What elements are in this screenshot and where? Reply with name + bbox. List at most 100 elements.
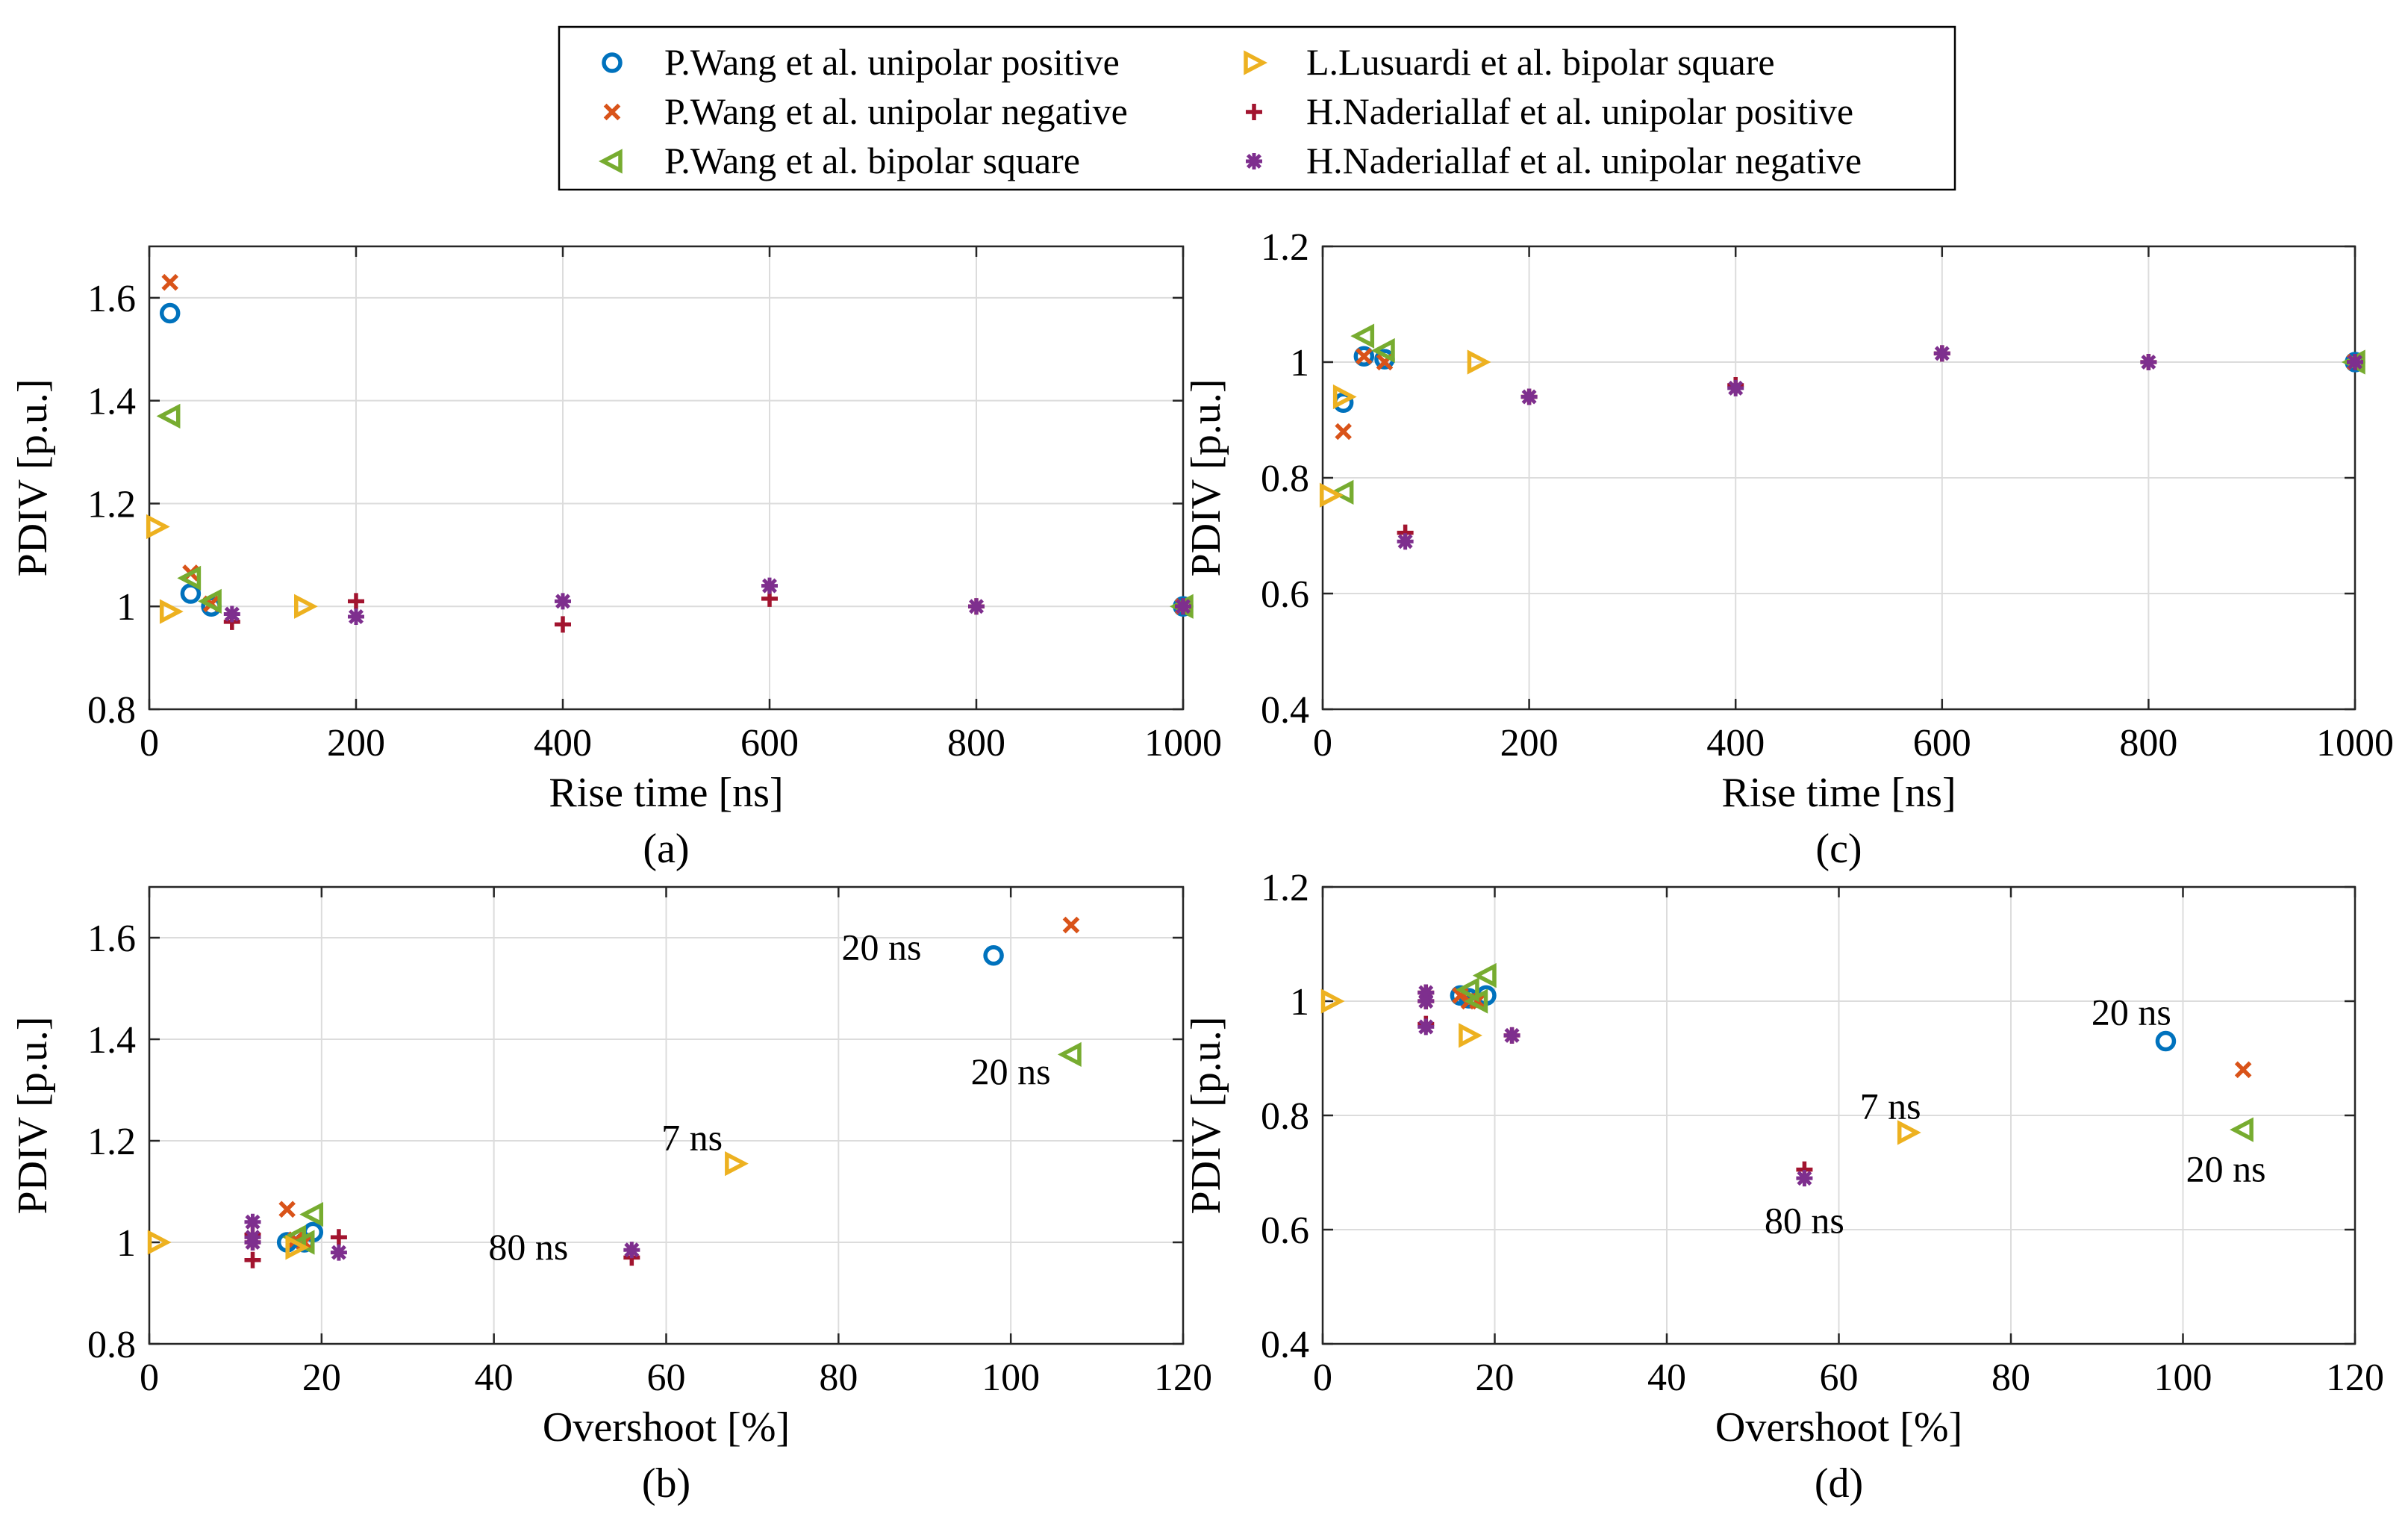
point-nad_pos-2	[244, 1251, 261, 1268]
point-wang_bip-1	[299, 1201, 324, 1227]
x-tick-label-3: 60	[647, 1357, 686, 1399]
panel-label: (c)	[1815, 826, 1862, 872]
point-wang_neg-0	[161, 273, 178, 291]
y-axis-label: PDIV [p.u.]	[1183, 379, 1229, 577]
y-tick-label-3: 1	[1290, 981, 1309, 1024]
x-tick-label-4: 80	[819, 1357, 858, 1399]
legend-item-nad_neg: H.Naderiallaf et al. unipolar negative	[1246, 140, 1862, 181]
point-wang_pos-1	[180, 583, 202, 604]
y-tick-label-4: 1.2	[1261, 226, 1309, 269]
x-tick-label-3: 60	[1820, 1357, 1859, 1399]
point-wang_bip-1	[1350, 323, 1375, 349]
point-lus_bip-1	[1459, 1023, 1482, 1048]
annotation-1: 20 ns	[971, 1050, 1051, 1092]
point-nad_neg-3	[761, 577, 778, 594]
point-wang_pos-0	[159, 302, 181, 324]
point-nad_neg-4	[1417, 993, 1435, 1009]
legend-marker-wang_pos	[602, 52, 623, 73]
gridlines	[1323, 246, 2355, 709]
series-lus_bip	[1319, 349, 1491, 508]
panel-label: (d)	[1815, 1460, 1863, 1507]
x-tick-label-1: 200	[1500, 722, 1559, 765]
x-tick-label-5: 1000	[1144, 722, 1222, 765]
annotation-0: 20 ns	[2092, 991, 2171, 1033]
legend-marker-wang_neg	[603, 103, 621, 121]
point-wang_neg-1	[1356, 347, 1373, 365]
legend-label-wang_bip: P.Wang et al. bipolar square	[664, 140, 1080, 181]
legend-marker-nad_neg	[1246, 153, 1262, 169]
point-wang_bip-0	[156, 403, 181, 429]
annotation-2: 7 ns	[1860, 1086, 1921, 1127]
x-tick-label-6: 120	[2326, 1357, 2384, 1399]
y-tick-label-2: 1.2	[87, 483, 136, 526]
legend-item-wang_bip: P.Wang et al. bipolar square	[598, 140, 1080, 181]
plot-area	[149, 246, 1183, 709]
point-nad_neg-2	[555, 593, 571, 610]
legend-item-lus_bip: L.Lusuardi et al. bipolar square	[1244, 41, 1775, 83]
point-lus_bip-0	[725, 1150, 749, 1177]
x-tick-label-5: 1000	[2316, 722, 2394, 765]
point-nad_neg-4	[2140, 354, 2157, 370]
y-tick-label-1: 0.6	[1261, 573, 1309, 616]
point-nad_neg-1	[1520, 388, 1538, 405]
y-tick-label-0: 0.4	[1261, 1324, 1309, 1366]
x-tick-label-2: 400	[534, 722, 592, 765]
point-nad_neg-0	[623, 1242, 640, 1259]
point-wang_bip-1	[1472, 962, 1497, 988]
point-nad_neg-4	[244, 1234, 261, 1251]
x-tick-label-1: 200	[327, 722, 385, 765]
panel-label: (b)	[642, 1460, 690, 1507]
point-nad_neg-5	[2347, 354, 2363, 370]
x-tick-label-6: 120	[1154, 1357, 1212, 1399]
annotation-3: 80 ns	[1765, 1200, 1844, 1242]
x-tick-label-2: 400	[1706, 722, 1765, 765]
x-tick-label-3: 600	[740, 722, 799, 765]
point-wang_bip-1	[177, 565, 202, 591]
point-wang_neg-0	[1335, 423, 1352, 440]
point-wang_bip-0	[2230, 1117, 2253, 1142]
point-wang_bip-2	[1455, 977, 1479, 1003]
point-wang_pos-1	[1353, 346, 1375, 367]
y-tick-label-1: 1	[116, 586, 136, 629]
x-tick-label-0: 0	[140, 722, 159, 765]
point-lus_bip-1	[1332, 384, 1357, 410]
point-nad_neg-1	[348, 608, 364, 625]
legend-label-wang_neg: P.Wang et al. unipolar negative	[664, 90, 1128, 132]
series-nad_neg	[244, 1213, 640, 1261]
legend-marker-nad_pos	[1246, 104, 1262, 120]
axes-frame	[1321, 245, 2356, 711]
point-wang_bip-0	[1329, 479, 1354, 505]
axis-ticks: 0 20 40 60 80 100 120 0.8 1 1.2 1.4 1.6	[87, 887, 1212, 1399]
point-wang_pos-0	[2155, 1030, 2177, 1052]
x-tick-label-0: 0	[140, 1357, 159, 1399]
y-tick-label-4: 1.6	[87, 918, 136, 960]
y-tick-label-0: 0.8	[87, 689, 136, 732]
chart-panel-b: 0 20 40 60 80 100 120 0.8 1 1.2 1.4 1.6 Overshoot [%…	[10, 885, 1212, 1507]
chart-panel-d: 0 20 40 60 80 100 120 0.4 0.6 0.8 1 1.2 Overshoot [%…	[1183, 867, 2384, 1507]
legend-marker-wang_bip	[598, 149, 623, 174]
legend: P.Wang et al. unipolar positive P.Wang et…	[558, 25, 1956, 191]
point-wang_bip-2	[1370, 337, 1395, 364]
y-tick-label-3: 1.4	[87, 381, 136, 423]
x-tick-label-0: 0	[1313, 722, 1332, 765]
axis-ticks: 0 20 40 60 80 100 120 0.4 0.6 0.8 1 1.2	[1261, 867, 2384, 1399]
x-tick-label-4: 80	[1991, 1357, 2030, 1399]
x-axis-label: Overshoot [%]	[543, 1404, 790, 1451]
point-nad_neg-5	[1175, 598, 1191, 615]
point-wang_neg-0	[2234, 1061, 2252, 1079]
legend-label-nad_pos: H.Naderiallaf et al. unipolar positive	[1306, 90, 1853, 132]
x-tick-label-4: 800	[2119, 722, 2177, 765]
y-tick-label-3: 1.4	[87, 1019, 136, 1062]
annotation-0: 20 ns	[842, 927, 922, 968]
chart-panel-c: 0 200 400 600 800 1000 0.4 0.6 0.8 1 1.2 Rise time …	[1183, 226, 2394, 872]
axes-frame	[148, 885, 1185, 1345]
x-tick-label-1: 20	[1476, 1357, 1515, 1399]
series-lus_bip	[147, 1150, 749, 1260]
panel-label: (a)	[643, 826, 689, 872]
point-nad_neg-0	[1796, 1170, 1813, 1187]
point-wang_bip-3	[1464, 988, 1488, 1014]
point-wang_bip-0	[1057, 1041, 1082, 1068]
x-tick-label-3: 600	[1913, 722, 1971, 765]
x-tick-label-5: 100	[982, 1357, 1040, 1399]
